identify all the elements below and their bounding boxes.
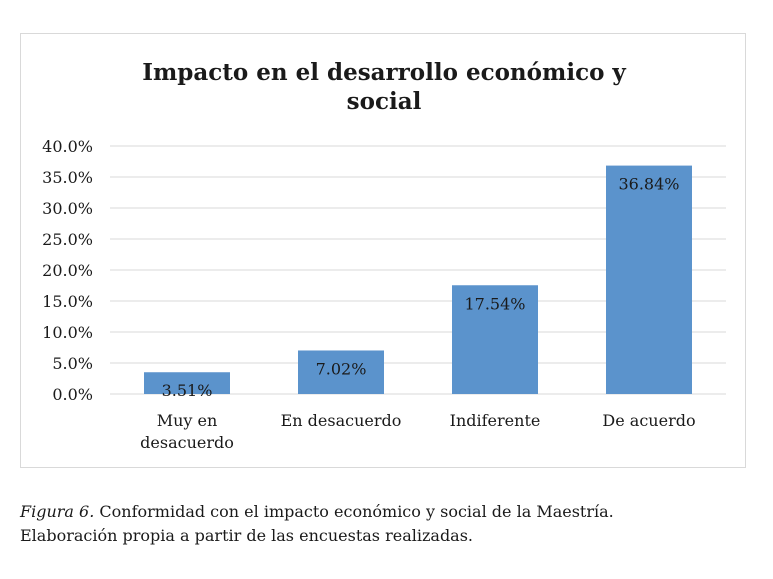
y-tick-label: 15.0% (42, 292, 93, 311)
y-tick-label: 35.0% (42, 168, 93, 187)
bar (298, 350, 384, 394)
chart-title-line-2: social (347, 88, 422, 115)
y-tick-label: 20.0% (42, 261, 93, 280)
y-tick-label: 40.0% (42, 137, 93, 156)
data-label: 7.02% (316, 359, 367, 378)
caption-text-1: Conformidad con el impacto económico y s… (94, 502, 614, 521)
data-labels: 3.51% 7.02% 17.54% 36.84% (162, 175, 680, 401)
y-tick-label: 0.0% (52, 385, 93, 404)
y-tick-label: 30.0% (42, 199, 93, 218)
bar-chart: Impacto en el desarrollo económico ysoci… (42, 59, 726, 452)
x-tick-label: desacuerdo (140, 433, 234, 452)
figure-caption: Figura 6. Conformidad con el impacto eco… (20, 500, 760, 548)
bar (144, 372, 230, 394)
x-tick-label: Indiferente (450, 411, 541, 430)
data-label: 17.54% (464, 294, 525, 313)
figure-label: Figura 6. (20, 502, 95, 521)
caption-line-1: Figura 6. Conformidad con el impacto eco… (20, 500, 760, 524)
data-label: 36.84% (618, 175, 679, 194)
chart-container: Impacto en el desarrollo económico y soci… (20, 33, 746, 468)
x-axis-ticks: Muy en desacuerdo En desacuerdo Indiferente… (140, 411, 695, 452)
y-tick-label: 10.0% (42, 323, 93, 342)
y-axis-ticks: 0.0% 5.0% 10.0% 15.0% 20.0% 25.0% 30.0% 35.0% 40… (42, 137, 93, 404)
caption-line-2: Elaboración propia a partir de las encue… (20, 526, 474, 545)
data-label: 3.51% (162, 381, 213, 400)
x-tick-label: De acuerdo (602, 411, 695, 430)
bar (452, 285, 538, 394)
bar (606, 165, 692, 394)
bars (144, 165, 692, 394)
gridlines (110, 145, 726, 395)
x-tick-label: Muy en (157, 411, 218, 430)
chart-title: Impacto en el desarrollo económico ysoci… (142, 59, 626, 115)
y-tick-label: 5.0% (52, 354, 93, 373)
y-tick-label: 25.0% (42, 230, 93, 249)
chart-title-line-1: Impacto en el desarrollo económico y (142, 59, 626, 86)
x-tick-label: En desacuerdo (281, 411, 402, 430)
